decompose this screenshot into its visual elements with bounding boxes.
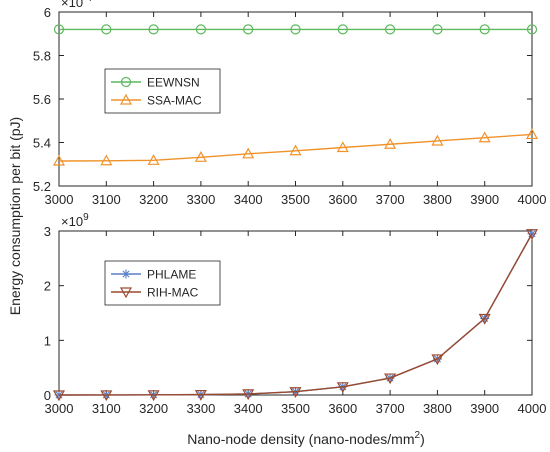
y-exponent-power: -4 (83, 0, 92, 4)
x-tick-label: 3000 (45, 401, 74, 416)
triangle-down-marker-0 (52, 390, 66, 402)
circle-marker-5 (290, 24, 301, 35)
x-tick-label: 3700 (376, 401, 405, 416)
legend: PHLAME RIH-MAC (104, 260, 221, 306)
series-line (58, 133, 533, 162)
x-tick-label: 3500 (281, 192, 310, 207)
y-tick-label: 5.4 (33, 136, 51, 151)
triangle-down-marker-9 (478, 313, 491, 325)
series-EEWNSN (53, 24, 538, 35)
circle-marker-3 (195, 24, 206, 35)
x-tick-label: 3000 (45, 192, 74, 207)
triangle-up-marker-10 (525, 128, 539, 140)
y-tick-label: 5.6 (33, 92, 51, 107)
bottom-panel: 3000 3100 3200 3300 3400 3500 3600 3700 3800 3900… (44, 212, 547, 416)
x-tick-label: 3400 (234, 401, 263, 416)
x-axis-label: Nano-node density (nano-nodes/mm2) (187, 430, 424, 447)
x-tick-label: 3900 (470, 401, 499, 416)
y-exponent-base: ×10 (61, 214, 83, 229)
triangle-up-marker-4 (242, 147, 255, 159)
circle-marker-4 (243, 24, 254, 35)
series-line (58, 233, 533, 396)
y-tick-label: 5.8 (33, 49, 51, 64)
x-tick-label: 3800 (423, 192, 452, 207)
y-tick-label: 0 (44, 388, 51, 403)
x-axis-label-tail: ) (420, 431, 425, 447)
y-tick-label: 1 (44, 333, 51, 348)
top-panel: 3000 3100 3200 3300 3400 3500 3600 3700 3800 3900… (33, 0, 547, 207)
triangle-down-marker-4 (242, 389, 255, 401)
circle-marker-2 (148, 24, 159, 35)
x-tick-label: 3200 (139, 192, 168, 207)
circle-marker-9 (479, 24, 490, 35)
triangle-up-marker-6 (336, 141, 349, 153)
x-tick-label: 3100 (92, 192, 121, 207)
triangle-up-marker-1 (100, 154, 113, 166)
circle-marker-8 (432, 24, 443, 35)
triangle-down-marker-3 (194, 390, 207, 401)
x-tick-label: 3700 (376, 192, 405, 207)
triangle-up-marker-9 (478, 131, 491, 143)
triangle-down-marker-2 (147, 390, 160, 402)
legend: EEWNSN SSA-MAC (104, 68, 221, 114)
triangle-down-marker-8 (431, 354, 444, 366)
x-tick-label: 3600 (328, 401, 357, 416)
plot-area (58, 230, 533, 396)
triangle-up-marker-3 (194, 151, 207, 162)
x-axis-label-superscript: 2 (415, 430, 421, 441)
legend-entry-label: PHLAME (147, 268, 196, 282)
x-tick-label: 3100 (92, 401, 121, 416)
series-SSA-MAC (52, 128, 539, 166)
x-tick-label: 3400 (234, 192, 263, 207)
circle-marker-7 (385, 24, 396, 35)
x-axis-label-main: Nano-node density (nano-nodes/mm (187, 431, 414, 447)
circle-marker-0 (53, 24, 65, 35)
triangle-down-marker-6 (336, 382, 349, 394)
asterisk-marker-legend (121, 269, 131, 279)
legend-box (104, 68, 221, 114)
y-exponent-label: ×10-4 (61, 0, 92, 10)
x-tick-label: 3600 (328, 192, 357, 207)
circle-marker-legend (120, 76, 132, 88)
x-tick-label: 3300 (186, 192, 215, 207)
y-tick-label: 3 (44, 224, 51, 239)
x-tick-label: 3500 (281, 401, 310, 416)
x-tick-label: 4000 (518, 401, 547, 416)
circle-marker-6 (337, 24, 348, 35)
triangle-up-marker-7 (384, 138, 397, 149)
asterisk-marker-10 (527, 229, 537, 239)
y-tick-label: 6 (44, 5, 51, 20)
circle-marker-1 (101, 24, 112, 35)
triangle-down-marker-legend (119, 287, 133, 299)
triangle-down-marker-5 (289, 387, 302, 398)
x-tick-label: 3900 (470, 192, 499, 207)
x-tick-label: 4000 (518, 192, 547, 207)
triangle-down-marker-1 (100, 390, 113, 402)
y-exponent-base: ×10 (61, 0, 83, 10)
triangle-up-marker-5 (289, 144, 302, 156)
y-axis-label: Energy consumption per bit (pJ) (7, 117, 23, 315)
x-tick-label: 3200 (139, 401, 168, 416)
triangle-up-marker-0 (52, 154, 66, 166)
x-tick-label: 3800 (423, 401, 452, 416)
legend-box (104, 260, 221, 306)
legend-entry-label: SSA-MAC (147, 94, 202, 108)
x-tick-label: 3300 (186, 401, 215, 416)
triangle-up-marker-8 (431, 134, 444, 146)
legend-entry-label: EEWNSN (147, 76, 200, 90)
triangle-up-marker-2 (147, 154, 160, 165)
y-tick-label: 5.2 (33, 179, 51, 194)
y-exponent-power: 9 (83, 212, 89, 223)
triangle-up-marker-legend (119, 93, 133, 105)
triangle-down-marker-10 (525, 229, 539, 240)
circle-marker-10 (526, 24, 538, 35)
series-RIH-MAC (52, 229, 539, 402)
triangle-down-marker-7 (384, 373, 397, 385)
y-tick-label: 2 (44, 279, 51, 294)
legend-entry-label: RIH-MAC (147, 286, 199, 300)
y-exponent-label: ×109 (61, 212, 89, 229)
